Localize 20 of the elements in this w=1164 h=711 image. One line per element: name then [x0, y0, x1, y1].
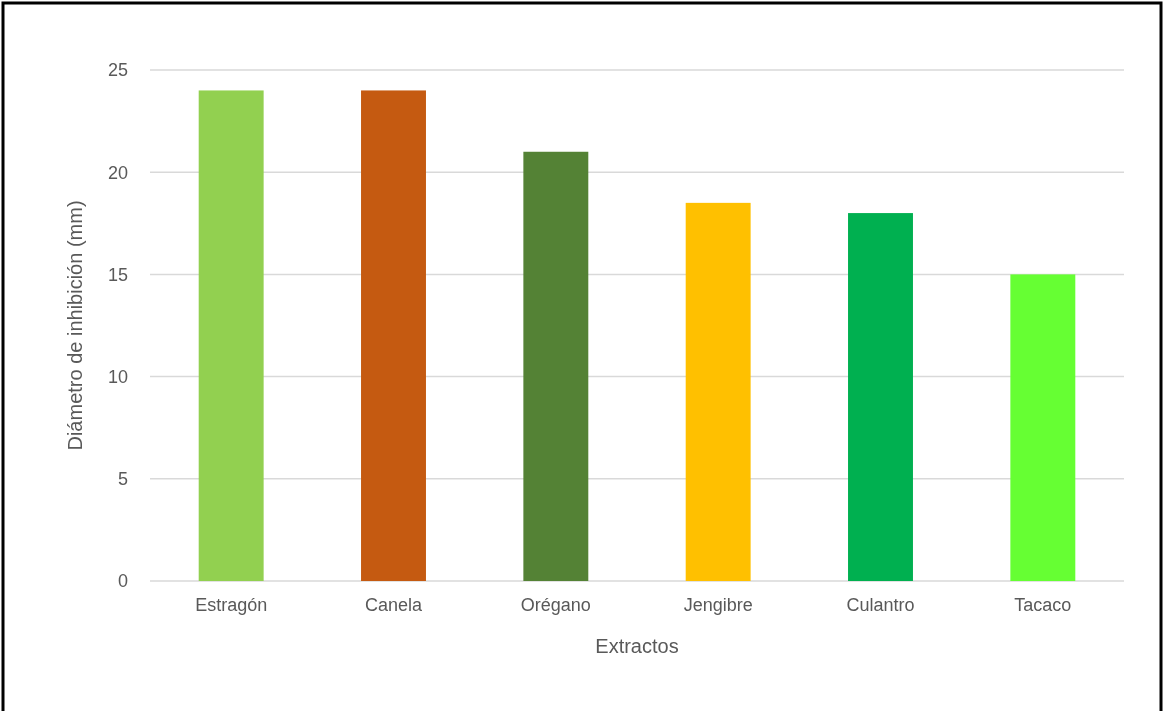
bar — [523, 151, 589, 581]
x-tick-label: Estragón — [195, 595, 268, 615]
y-tick-label: 0 — [117, 571, 128, 592]
x-tick-label: Canela — [364, 595, 424, 615]
y-tick-label: 10 — [107, 366, 128, 387]
bar — [198, 90, 264, 581]
y-tick-label: 5 — [117, 469, 128, 490]
y-axis-title: Diámetro de inhibición (mm) — [64, 200, 86, 451]
bar — [1010, 274, 1076, 581]
y-tick-label: 25 — [107, 60, 128, 81]
x-tick-label: Jengibre — [683, 595, 753, 615]
x-tick-label: Culantro — [846, 595, 915, 615]
bar — [685, 202, 751, 581]
x-tick-label: Orégano — [520, 595, 591, 615]
bar — [361, 90, 426, 581]
y-tick-label: 20 — [107, 162, 128, 183]
bar — [848, 213, 913, 581]
x-axis-title: Extractos — [595, 635, 679, 657]
x-tick-label: Tacaco — [1014, 595, 1072, 615]
y-tick-label: 15 — [107, 264, 128, 285]
